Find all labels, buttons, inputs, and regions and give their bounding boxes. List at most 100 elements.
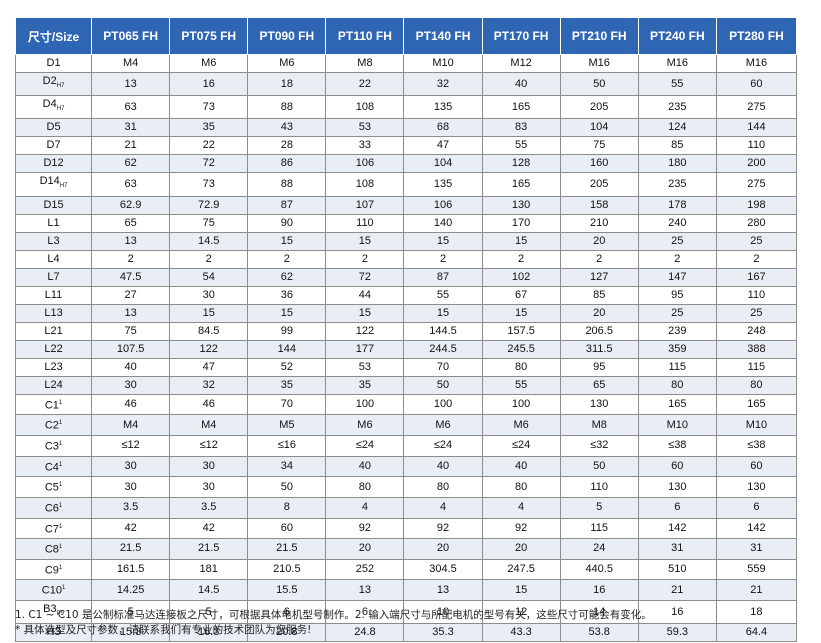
table-cell: 206.5 (559, 321, 639, 341)
table-cell: 95 (637, 285, 717, 305)
table-row: C81 21.5 21.5 21.5 20 20 20 24 31 31 (14, 538, 798, 560)
table-cell: 80 (481, 357, 561, 377)
table-row: D14H7 63 73 88 108 135 165 205 235 275 (14, 172, 798, 197)
row-label: C21 (14, 414, 93, 436)
row-label: C31 (14, 434, 93, 457)
table-cell: 35 (325, 375, 405, 395)
table-cell: 55 (481, 375, 561, 395)
table-cell: 34 (247, 455, 327, 478)
table-cell: 510 (637, 558, 717, 581)
table-cell: 99 (247, 321, 327, 341)
table-row: C11 46 46 70 100 100 100 130 165 165 (14, 393, 798, 416)
row-label-text: C1 (44, 399, 59, 412)
table-cell: 15 (403, 231, 483, 251)
table-cell: 239 (637, 321, 717, 341)
footnote-line-2: * 具体选型及尺寸参数，请联系我们有专业的技术团队为您服务! (15, 624, 312, 636)
table-row: C31 ≤12 ≤12 ≤16 ≤24 ≤24 ≤24 ≤32 ≤38 ≤38 (14, 434, 798, 457)
table-cell: 30 (169, 476, 249, 498)
row-label-superscript: 1 (58, 564, 63, 571)
table-cell: 140 (403, 213, 483, 233)
table-cell: 130 (481, 195, 561, 215)
row-label-text: L11 (44, 288, 63, 301)
header-model: PT075 FH (169, 17, 249, 55)
table-cell: 86 (247, 154, 327, 174)
row-label-text: L4 (47, 252, 60, 265)
table-cell: 55 (403, 285, 483, 305)
footnote-line-1: 1. C1 ~ C10 是公制标准马达连接板之尺寸，可根据具体电机型号制作。2.… (15, 609, 652, 621)
table-row: L23 40 47 52 53 70 80 95 115 115 (14, 357, 798, 377)
table-cell: M16 (559, 54, 639, 73)
table-cell: M10 (403, 54, 483, 73)
table-cell: 559 (715, 558, 798, 581)
row-label: L1 (14, 213, 93, 233)
table-cell: 106 (403, 195, 483, 215)
table-cell: 21 (637, 579, 717, 602)
table-cell: 60 (247, 517, 327, 540)
table-cell: 135 (403, 95, 483, 120)
table-cell: 80 (403, 476, 483, 498)
table-cell: 60 (637, 455, 717, 478)
row-label-text: C3 (44, 440, 59, 453)
table-cell: 178 (637, 195, 717, 215)
table-cell: 88 (247, 95, 327, 120)
table-cell: ≤38 (637, 434, 717, 457)
table-cell: 147 (637, 267, 717, 287)
table-row: B3P9 5 5 6 6 10 12 14 16 18 (14, 600, 798, 625)
table-cell: 127 (559, 267, 639, 287)
table-cell: 63 (91, 95, 171, 120)
table-cell: 130 (715, 476, 798, 498)
table-cell: 275 (715, 95, 798, 120)
table-row: L11 27 30 36 44 55 67 85 95 110 (14, 285, 798, 305)
table-row: D7 21 22 28 33 47 55 75 85 110 (14, 136, 798, 156)
table-row: L7 47.5 54 62 72 87 102 127 147 167 (14, 267, 798, 287)
table-cell: ≤12 (91, 434, 171, 457)
row-label: C11 (14, 393, 93, 416)
table-cell: 88 (247, 172, 327, 197)
table-row: C51 30 30 50 80 80 80 110 130 130 (14, 476, 798, 498)
table-cell: 28 (247, 136, 327, 156)
table-cell: 130 (559, 393, 639, 416)
table-cell: 70 (247, 393, 327, 416)
table-cell: 55 (637, 71, 717, 97)
row-label: L23 (14, 357, 93, 377)
table-cell: 16.3 (169, 623, 249, 643)
table-cell: 40 (91, 357, 171, 377)
table-cell: 235 (637, 172, 717, 197)
row-label: L13 (14, 303, 93, 323)
table-cell: 122 (169, 339, 249, 359)
table-cell: M4 (91, 54, 171, 73)
row-label-text: L22 (44, 342, 63, 355)
table-cell: 128 (481, 154, 561, 174)
table-cell: 2 (637, 249, 717, 269)
table-cell: 15 (325, 303, 405, 323)
table-cell: 14.5 (169, 231, 249, 251)
table-cell: 210 (559, 213, 639, 233)
header-model: PT090 FH (247, 17, 327, 55)
table-cell: 115 (559, 517, 639, 540)
row-label-superscript: 1 (58, 544, 63, 551)
table-cell: 440.5 (559, 558, 639, 581)
row-label-text: L23 (44, 360, 63, 373)
table-cell: 4 (481, 496, 561, 519)
table-cell: 2 (169, 249, 249, 269)
row-label-text: B3 (43, 603, 57, 616)
table-cell: 65 (559, 375, 639, 395)
table-cell: 15 (481, 231, 561, 251)
row-label-text: C8 (44, 543, 59, 556)
table-row: D2H7 13 16 18 22 32 40 50 55 60 (14, 71, 798, 97)
table-cell: 21.5 (169, 538, 249, 560)
row-label: L24 (14, 375, 93, 395)
table-cell: 92 (481, 517, 561, 540)
table-cell: 2 (91, 249, 171, 269)
table-cell: 35.3 (403, 623, 483, 643)
table-cell: ≤38 (715, 434, 798, 457)
table-cell: 64.4 (715, 623, 798, 643)
row-label: D15 (14, 195, 93, 215)
table-cell: 130 (637, 476, 717, 498)
table-cell: 22 (325, 71, 405, 97)
table-cell: ≤12 (169, 434, 249, 457)
table-cell: 80 (637, 375, 717, 395)
row-label: D14H7 (14, 172, 93, 197)
table-row: L22 107.5 122 144 177 244.5 245.5 311.5 359 388 (14, 339, 798, 359)
table-cell: 161.5 (91, 558, 171, 581)
